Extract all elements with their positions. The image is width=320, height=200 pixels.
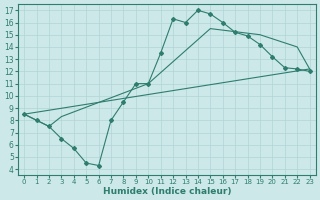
X-axis label: Humidex (Indice chaleur): Humidex (Indice chaleur) xyxy=(103,187,231,196)
